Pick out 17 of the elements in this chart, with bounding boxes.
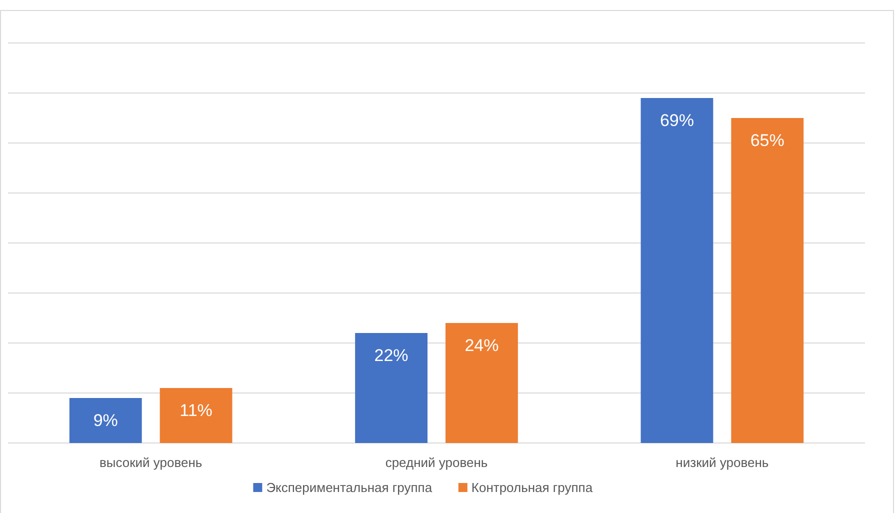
data-label: 22% bbox=[374, 346, 408, 365]
bar bbox=[355, 333, 428, 443]
data-label: 11% bbox=[180, 401, 212, 420]
bar bbox=[446, 323, 518, 443]
data-label: 65% bbox=[750, 131, 784, 150]
legend-label: Контрольная группа bbox=[471, 480, 594, 495]
data-label: 24% bbox=[464, 336, 499, 355]
bar bbox=[160, 388, 232, 443]
bar bbox=[731, 118, 804, 443]
data-label: 9% bbox=[93, 411, 118, 430]
legend-label: Экспериментальная группа bbox=[266, 480, 433, 495]
x-tick-label: средний уровень bbox=[385, 455, 488, 470]
x-tick-label: низкий уровень bbox=[676, 455, 769, 470]
data-label: 69% bbox=[660, 111, 694, 130]
bar bbox=[640, 98, 714, 443]
x-tick-label: высокий уровень bbox=[99, 455, 202, 470]
bar bbox=[69, 398, 142, 443]
